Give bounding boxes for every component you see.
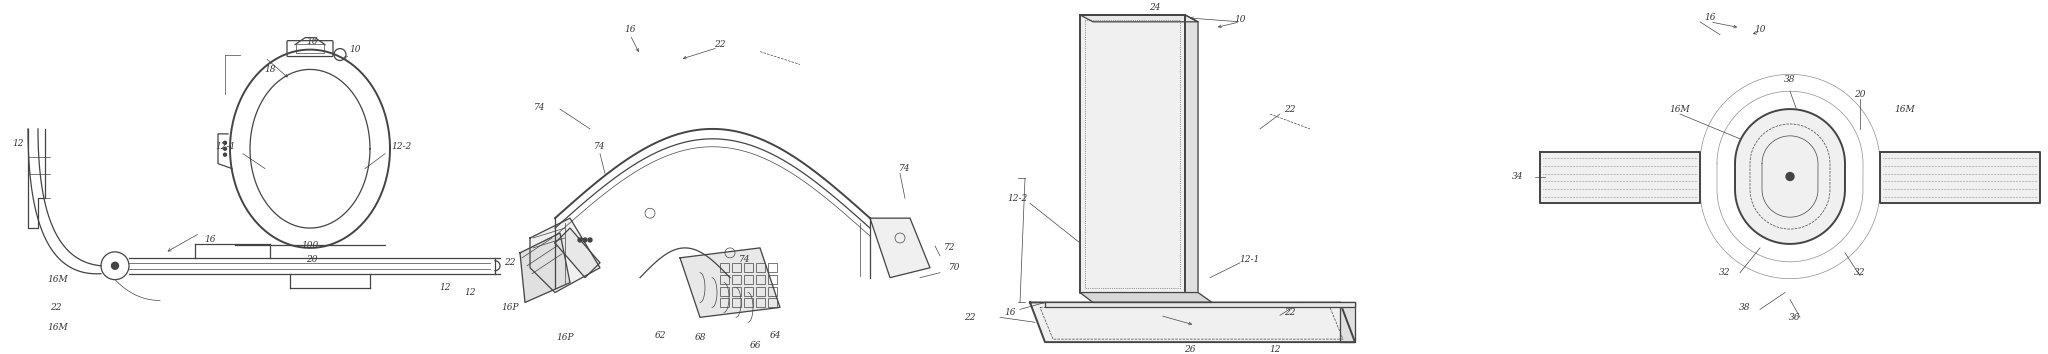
Text: 74: 74	[594, 142, 606, 151]
Bar	[731, 298, 741, 307]
Text: 34: 34	[1511, 172, 1524, 181]
Text: 22: 22	[51, 303, 61, 312]
Bar	[743, 298, 754, 307]
Text: 12: 12	[438, 283, 451, 292]
Polygon shape	[1044, 302, 1356, 307]
Text: 10: 10	[1235, 15, 1245, 24]
Bar	[721, 263, 729, 272]
Text: 22: 22	[504, 258, 516, 267]
Text: 100: 100	[301, 241, 319, 250]
Text: 20: 20	[307, 255, 317, 264]
Text: 16M: 16M	[1669, 104, 1690, 114]
Text: 32: 32	[1718, 268, 1731, 277]
Text: 16P: 16P	[502, 303, 518, 312]
Bar	[768, 287, 776, 296]
Bar	[743, 275, 754, 284]
Text: 16: 16	[1704, 13, 1716, 22]
Bar	[768, 263, 776, 272]
Bar	[756, 263, 766, 272]
Polygon shape	[555, 228, 600, 278]
Text: 38: 38	[1739, 303, 1751, 312]
Text: 18: 18	[264, 65, 276, 74]
Text: 68: 68	[694, 333, 707, 342]
Polygon shape	[530, 218, 600, 292]
Polygon shape	[1079, 292, 1212, 302]
Polygon shape	[1186, 15, 1198, 297]
Bar	[768, 298, 776, 307]
Polygon shape	[1030, 302, 1356, 342]
Polygon shape	[1079, 15, 1186, 292]
Bar	[743, 287, 754, 296]
Text: 16: 16	[205, 235, 215, 245]
Text: 12-1: 12-1	[215, 142, 236, 151]
Circle shape	[578, 238, 582, 242]
Circle shape	[223, 147, 227, 150]
Text: 16: 16	[625, 25, 635, 34]
Text: 22: 22	[715, 40, 725, 49]
Circle shape	[223, 153, 227, 156]
Text: 10: 10	[1755, 25, 1765, 34]
Text: 16M: 16M	[1894, 104, 1915, 114]
Circle shape	[588, 238, 592, 242]
Polygon shape	[1880, 152, 2040, 203]
Text: 16P: 16P	[557, 333, 573, 342]
Bar	[721, 287, 729, 296]
Text: 32: 32	[1853, 268, 1866, 277]
Text: 16: 16	[1004, 308, 1016, 317]
Text: 10: 10	[350, 45, 360, 54]
Circle shape	[223, 141, 227, 144]
Polygon shape	[520, 233, 569, 302]
Text: 26: 26	[1184, 344, 1196, 354]
Circle shape	[111, 262, 119, 269]
Bar	[297, 44, 324, 52]
Text: 36: 36	[1790, 313, 1800, 322]
Text: 12: 12	[1270, 344, 1280, 354]
Text: 38: 38	[1784, 75, 1796, 84]
Polygon shape	[680, 248, 780, 317]
Bar	[768, 275, 776, 284]
Bar	[721, 275, 729, 284]
Circle shape	[1786, 172, 1794, 181]
Text: 12-1: 12-1	[1239, 255, 1260, 264]
Text: 20: 20	[1853, 90, 1866, 99]
Circle shape	[584, 238, 588, 242]
Bar	[756, 298, 766, 307]
Text: 12: 12	[465, 288, 475, 297]
Text: 74: 74	[535, 103, 545, 112]
Bar	[743, 263, 754, 272]
Text: 22: 22	[965, 313, 975, 322]
Text: 22: 22	[1284, 308, 1296, 317]
Polygon shape	[870, 218, 930, 278]
Polygon shape	[1339, 302, 1356, 342]
Bar	[721, 298, 729, 307]
Bar	[731, 263, 741, 272]
Text: 64: 64	[770, 331, 780, 340]
Polygon shape	[1735, 109, 1845, 244]
Text: 74: 74	[899, 164, 911, 173]
Bar	[731, 287, 741, 296]
Bar	[756, 287, 766, 296]
Text: 12-2: 12-2	[391, 142, 412, 151]
Text: 16: 16	[307, 37, 317, 46]
Text: 66: 66	[750, 341, 760, 350]
Text: 24: 24	[1149, 4, 1161, 12]
Text: 12: 12	[12, 139, 25, 148]
Bar	[756, 275, 766, 284]
Text: 74: 74	[739, 255, 752, 264]
Text: 62: 62	[653, 331, 666, 340]
Polygon shape	[1540, 152, 1700, 203]
Bar	[731, 275, 741, 284]
Text: 70: 70	[950, 263, 961, 272]
Text: 72: 72	[944, 244, 956, 252]
Text: 16M: 16M	[47, 275, 68, 284]
Polygon shape	[1079, 15, 1198, 22]
Text: 22: 22	[1284, 104, 1296, 114]
Text: 16M: 16M	[47, 323, 68, 332]
Text: 12-2: 12-2	[1008, 194, 1028, 203]
